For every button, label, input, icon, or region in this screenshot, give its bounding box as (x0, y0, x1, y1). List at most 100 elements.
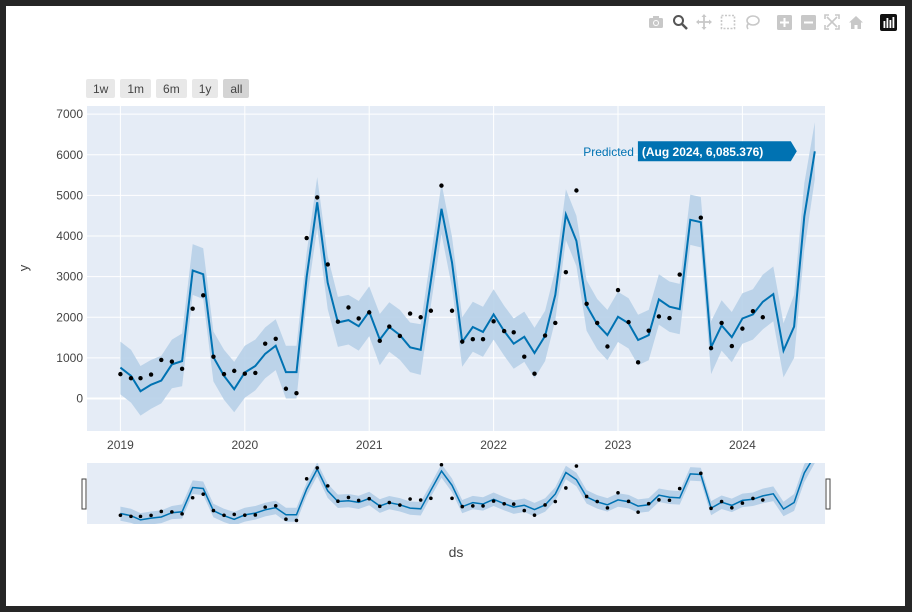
zoom-out-icon[interactable] (797, 11, 819, 33)
actual-point[interactable] (449, 308, 455, 313)
actual-point[interactable] (656, 314, 662, 319)
range-button-1y[interactable]: 1y (191, 79, 219, 98)
actual-point[interactable] (719, 320, 724, 326)
range-slider-point (294, 518, 299, 523)
range-slider-point (180, 512, 184, 516)
range-slider-point (522, 508, 527, 513)
x-tick-label: 2019 (107, 438, 134, 452)
actual-point[interactable] (522, 354, 527, 359)
hover-box (637, 141, 797, 162)
range-slider-point (511, 502, 516, 506)
actual-point[interactable] (760, 315, 765, 320)
actual-point[interactable] (708, 345, 714, 351)
range-button-6m[interactable]: 6m (156, 79, 187, 98)
actual-point[interactable] (179, 366, 185, 372)
actual-point[interactable] (542, 333, 548, 338)
actual-point[interactable] (667, 315, 672, 321)
zoom-in-icon[interactable] (773, 11, 795, 33)
actual-point[interactable] (128, 375, 134, 381)
actual-point[interactable] (325, 262, 330, 267)
actual-point[interactable] (460, 339, 465, 344)
actual-point[interactable] (273, 336, 278, 341)
range-slider-point (751, 496, 755, 501)
actual-point[interactable] (574, 188, 579, 193)
actual-point[interactable] (118, 371, 123, 377)
actual-point[interactable] (294, 391, 299, 396)
actual-point[interactable] (635, 360, 641, 365)
actual-point[interactable] (563, 269, 569, 275)
actual-point[interactable] (367, 310, 372, 315)
y-tick-label: 4000 (56, 229, 83, 243)
range-slider-point (564, 486, 568, 490)
actual-point[interactable] (428, 308, 434, 313)
actual-point[interactable] (190, 306, 195, 311)
range-button-all[interactable]: all (223, 79, 250, 98)
actual-point[interactable] (148, 372, 154, 377)
actual-point[interactable] (595, 320, 600, 326)
autoscale-icon[interactable] (821, 11, 843, 33)
pan-icon[interactable] (693, 11, 715, 33)
actual-point[interactable] (605, 344, 610, 349)
actual-point[interactable] (511, 330, 516, 335)
reset-axes-icon[interactable] (845, 11, 867, 33)
range-button-1w[interactable]: 1w (86, 79, 116, 98)
actual-point[interactable] (335, 319, 341, 324)
actual-point[interactable] (553, 320, 558, 326)
actual-point[interactable] (584, 301, 589, 307)
range-button-1m[interactable]: 1m (120, 79, 152, 98)
range-slider-point (740, 501, 745, 505)
range-slider-point (439, 463, 444, 467)
actual-point[interactable] (698, 215, 704, 220)
plotly-logo-icon[interactable] (877, 11, 899, 33)
range-slider-handle-right[interactable] (825, 478, 831, 510)
actual-point[interactable] (470, 336, 476, 342)
actual-point[interactable] (377, 338, 382, 344)
actual-point[interactable] (501, 328, 507, 334)
actual-point[interactable] (232, 368, 237, 374)
actual-point[interactable] (253, 370, 258, 376)
actual-point[interactable] (304, 235, 309, 241)
actual-point[interactable] (729, 343, 735, 349)
actual-point[interactable] (480, 336, 486, 342)
actual-point[interactable] (677, 272, 682, 277)
y-axis-title-group: y (16, 264, 31, 271)
actual-point[interactable] (491, 319, 496, 324)
actual-point[interactable] (407, 311, 413, 316)
actual-point[interactable] (750, 308, 756, 314)
zoom-icon[interactable] (669, 11, 691, 33)
actual-point[interactable] (626, 319, 631, 325)
y-tick-label: 2000 (56, 310, 83, 324)
actual-point[interactable] (439, 183, 444, 188)
actual-point[interactable] (387, 324, 392, 329)
camera-icon[interactable] (645, 11, 667, 33)
range-slider-point (595, 499, 600, 504)
box-select-icon[interactable] (717, 11, 739, 33)
actual-point[interactable] (159, 357, 164, 363)
range-slider[interactable] (81, 448, 831, 527)
actual-point[interactable] (314, 195, 320, 200)
actual-point[interactable] (346, 305, 351, 310)
lasso-icon[interactable] (741, 11, 763, 33)
actual-point[interactable] (397, 333, 403, 339)
range-slider-line (120, 463, 812, 521)
range-slider-point (211, 508, 216, 513)
actual-point[interactable] (138, 375, 143, 381)
y-tick-label: 6000 (56, 148, 83, 162)
actual-point[interactable] (283, 386, 289, 391)
range-slider-handle-left[interactable] (81, 478, 87, 510)
actual-point[interactable] (356, 316, 361, 321)
actual-point[interactable] (221, 371, 227, 377)
actual-point[interactable] (615, 287, 621, 293)
predicted-line[interactable] (119, 151, 816, 393)
actual-point[interactable] (418, 315, 423, 320)
actual-point[interactable] (201, 293, 206, 298)
actual-point[interactable] (532, 371, 537, 376)
range-slider-point (408, 497, 412, 501)
actual-point[interactable] (646, 328, 651, 333)
actual-point[interactable] (740, 326, 745, 331)
actual-point[interactable] (242, 371, 248, 376)
actual-point[interactable] (211, 354, 216, 359)
actual-point[interactable] (169, 359, 175, 364)
actual-point[interactable] (262, 341, 268, 346)
y-tick-label: 0 (76, 392, 83, 406)
